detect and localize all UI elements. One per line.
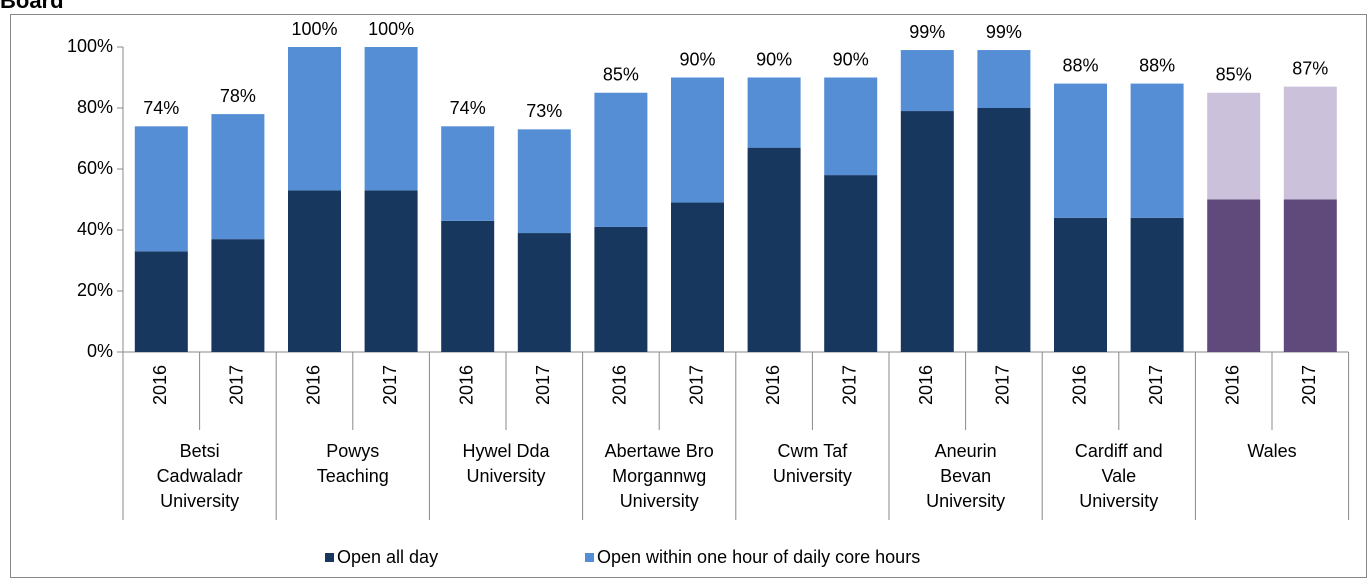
bar-segment [594,226,648,352]
bar-segment [1130,217,1184,352]
bar-segment [671,202,724,352]
x-tick-label: 2016 [150,365,170,405]
group-label: Cadwaladr [157,466,243,486]
bar-segment [364,190,418,352]
total-label: 87% [1292,58,1328,78]
group-label: Morgannwg [612,466,706,486]
bar-segment [747,77,801,148]
x-tick-label: 2017 [1299,365,1319,405]
bar-segment [824,175,878,352]
x-tick-label: 2016 [303,365,323,405]
bar-segment [1054,217,1107,352]
bar-segment [288,47,341,191]
group-label: Powys [326,441,379,461]
x-tick-label: 2017 [686,365,706,405]
x-tick-label: 2016 [763,365,783,405]
group-label: Aneurin [935,441,997,461]
bar-segment [517,233,571,352]
legend-swatch [325,553,334,562]
bar-segment [288,190,341,352]
x-tick-label: 2017 [533,365,553,405]
y-tick-label: 100% [67,36,113,56]
bar-segment [134,251,188,352]
bar-segment [824,77,878,176]
group-label: University [1079,491,1158,511]
bar-segment [977,50,1031,108]
legend-label: Open all day [337,547,438,567]
total-label: 74% [450,98,486,118]
total-label: 88% [1062,55,1098,75]
bar-segment [134,126,188,252]
x-tick-label: 2016 [610,365,630,405]
group-label: Wales [1247,441,1296,461]
y-tick-label: 0% [87,341,113,361]
bar-segment [1283,86,1337,200]
total-label: 78% [220,86,256,106]
total-label: 90% [756,49,792,69]
x-tick-label: 2016 [916,365,936,405]
bar-segment [1207,199,1261,352]
x-tick-label: 2017 [993,365,1013,405]
x-tick-label: 2017 [227,365,247,405]
group-label: Cardiff and [1075,441,1163,461]
bar-segment [1130,83,1184,218]
x-tick-label: 2017 [1146,365,1166,405]
chart-title: Board [0,0,64,13]
bar-segment [671,77,724,203]
group-label: University [773,466,852,486]
bar-segment [211,239,265,352]
legend-label: Open within one hour of daily core hours [597,547,920,567]
bar-segment [517,129,571,234]
group-label: Teaching [317,466,389,486]
bar-segment [211,114,265,240]
bar-segment [900,50,954,112]
total-label: 74% [143,98,179,118]
group-label: Hywel Dda [462,441,550,461]
group-label: University [466,466,545,486]
bar-segment [977,108,1031,352]
group-label: University [926,491,1005,511]
total-label: 73% [526,101,562,121]
group-label: Betsi [180,441,220,461]
total-label: 100% [291,19,337,39]
y-tick-label: 60% [77,158,113,178]
bar-segment [364,47,418,191]
x-tick-label: 2017 [839,365,859,405]
bar-segment [594,92,648,227]
total-label: 88% [1139,55,1175,75]
y-tick-label: 40% [77,219,113,239]
group-label: Bevan [940,466,991,486]
group-label: Abertawe Bro [605,441,714,461]
total-label: 99% [909,22,945,42]
legend-swatch [585,553,594,562]
x-tick-label: 2016 [456,365,476,405]
bar-segment [1207,92,1261,200]
group-label: University [160,491,239,511]
group-label: University [620,491,699,511]
x-tick-label: 2016 [1222,365,1242,405]
total-label: 90% [833,49,869,69]
bar-segment [900,111,954,352]
bar-segment [441,126,495,221]
bar-segment [1054,83,1107,218]
group-label: Cwm Taf [778,441,849,461]
total-label: 85% [1216,65,1252,85]
group-label: Vale [1101,466,1136,486]
x-tick-label: 2017 [380,365,400,405]
x-tick-label: 2016 [1069,365,1089,405]
total-label: 100% [368,19,414,39]
y-tick-label: 20% [77,280,113,300]
total-label: 85% [603,65,639,85]
bar-segment [1283,199,1337,352]
y-tick-label: 80% [77,97,113,117]
bar-segment [441,220,495,352]
total-label: 99% [986,22,1022,42]
total-label: 90% [679,49,715,69]
bar-segment [747,147,801,352]
